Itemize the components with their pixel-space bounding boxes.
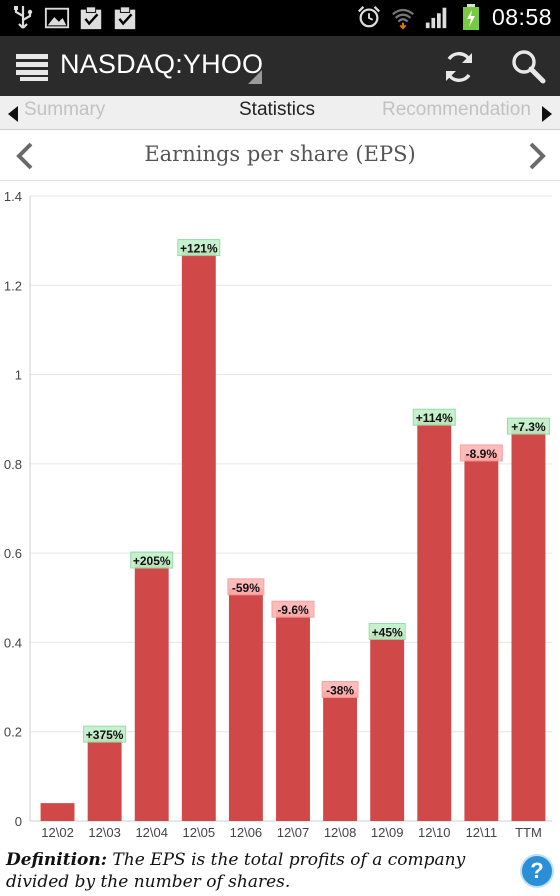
change-badge [227, 578, 265, 596]
y-tick-label: 1.4 [4, 189, 22, 204]
change-badge [321, 681, 359, 699]
change-badge [412, 408, 456, 426]
refresh-icon [446, 52, 472, 82]
change-badge [459, 444, 503, 462]
x-tick-label: 12\05 [183, 825, 216, 840]
bar [181, 249, 216, 822]
bar [370, 633, 405, 821]
change-label: +121% [180, 242, 218, 256]
help-button[interactable]: ? [520, 854, 554, 888]
x-tick-label: 12\06 [230, 825, 263, 840]
metric-header: Earnings per share (EPS) [0, 131, 560, 181]
search-icon [512, 50, 546, 84]
change-label: +7.3% [511, 420, 546, 434]
check-clipboard-icon [114, 6, 136, 30]
y-tick-label: 0.4 [4, 635, 22, 650]
change-label: -38% [326, 684, 354, 698]
tab-strip: Summary Statistics Recommendation [0, 96, 560, 130]
battery-charging-icon [462, 4, 479, 30]
bar [276, 611, 310, 821]
definition-body: The EPS is the total profits of a compan… [6, 850, 466, 892]
bar [40, 803, 75, 821]
change-label: -8.9% [466, 447, 498, 461]
x-tick-label: 12\07 [277, 825, 310, 840]
chevron-left-icon [16, 142, 33, 170]
bar [87, 736, 122, 821]
previous-metric-button[interactable] [10, 139, 40, 173]
bar [134, 562, 169, 821]
change-label: -9.6% [277, 603, 309, 617]
change-badge [130, 551, 174, 569]
x-tick-label: 12\03 [88, 825, 121, 840]
menu-icon[interactable] [16, 52, 48, 82]
check-clipboard-icon [80, 6, 102, 30]
metric-title: Earnings per share (EPS) [144, 142, 416, 166]
image-icon [44, 7, 70, 29]
change-badge [177, 239, 221, 257]
x-tick-label: 12\10 [418, 825, 451, 840]
status-bar: 08:58 [0, 0, 560, 36]
y-tick-label: 0.6 [4, 546, 22, 561]
search-button[interactable] [506, 44, 550, 88]
change-badge [368, 623, 406, 640]
refresh-button[interactable] [438, 46, 480, 88]
alarm-icon [357, 5, 380, 28]
bar [464, 454, 499, 821]
y-tick-label: 0 [15, 814, 22, 829]
change-badge [271, 600, 315, 618]
eps-bar-chart: 0 0.2 0.4 0.6 0.8 1 1.2 1.4 12\02 12\03 +375% 12\04… [0, 181, 560, 845]
chart-canvas: 0 0.2 0.4 0.6 0.8 1 1.2 1.4 12\02 12\03 +375% 12\04… [4, 189, 552, 840]
status-time: 08:58 [491, 3, 552, 30]
x-tick-label: 12\09 [371, 825, 404, 840]
y-tick-label: 0.2 [4, 725, 22, 740]
title-dropdown-caret-icon[interactable] [248, 70, 262, 84]
definition-label: Definition: [6, 850, 108, 870]
change-label: -59% [232, 581, 260, 595]
next-metric-button[interactable] [522, 139, 552, 173]
ticker-title[interactable]: NASDAQ:YHOO [60, 49, 264, 79]
y-tick-label: 0.8 [4, 457, 22, 472]
tab-summary[interactable]: Summary [24, 99, 106, 120]
x-tick-label: 12\08 [324, 825, 357, 840]
x-tick-label: TTM [515, 825, 542, 840]
change-label: +45% [372, 626, 403, 640]
x-tick-label: 12\04 [135, 825, 168, 840]
tab-statistics[interactable]: Statistics [239, 99, 316, 120]
bar [323, 691, 358, 821]
x-tick-label: 12\11 [466, 825, 498, 840]
tab-recommendation[interactable]: Recommendation [382, 99, 531, 120]
tab-prev-arrow-icon[interactable] [8, 106, 18, 122]
change-label: +375% [86, 728, 124, 742]
chevron-right-icon [529, 142, 546, 170]
usb-icon [14, 6, 33, 29]
y-tick-label: 1 [15, 368, 22, 383]
bar [417, 419, 452, 821]
change-label: +205% [133, 554, 171, 568]
change-badge [506, 417, 550, 435]
tab-next-arrow-icon[interactable] [542, 106, 552, 122]
wifi-icon [392, 8, 414, 30]
definition-text: Definition: The EPS is the total profits… [6, 849, 506, 893]
y-tick-label: 1.2 [4, 278, 22, 293]
definition-footer: Definition: The EPS is the total profits… [0, 846, 560, 896]
signal-icon [425, 7, 447, 29]
change-badge [83, 725, 127, 743]
change-label: +114% [416, 411, 453, 425]
bar [511, 428, 546, 821]
x-tick-label: 12\02 [41, 825, 74, 840]
bar [228, 588, 263, 821]
action-bar: NASDAQ:YHOO [0, 36, 560, 96]
